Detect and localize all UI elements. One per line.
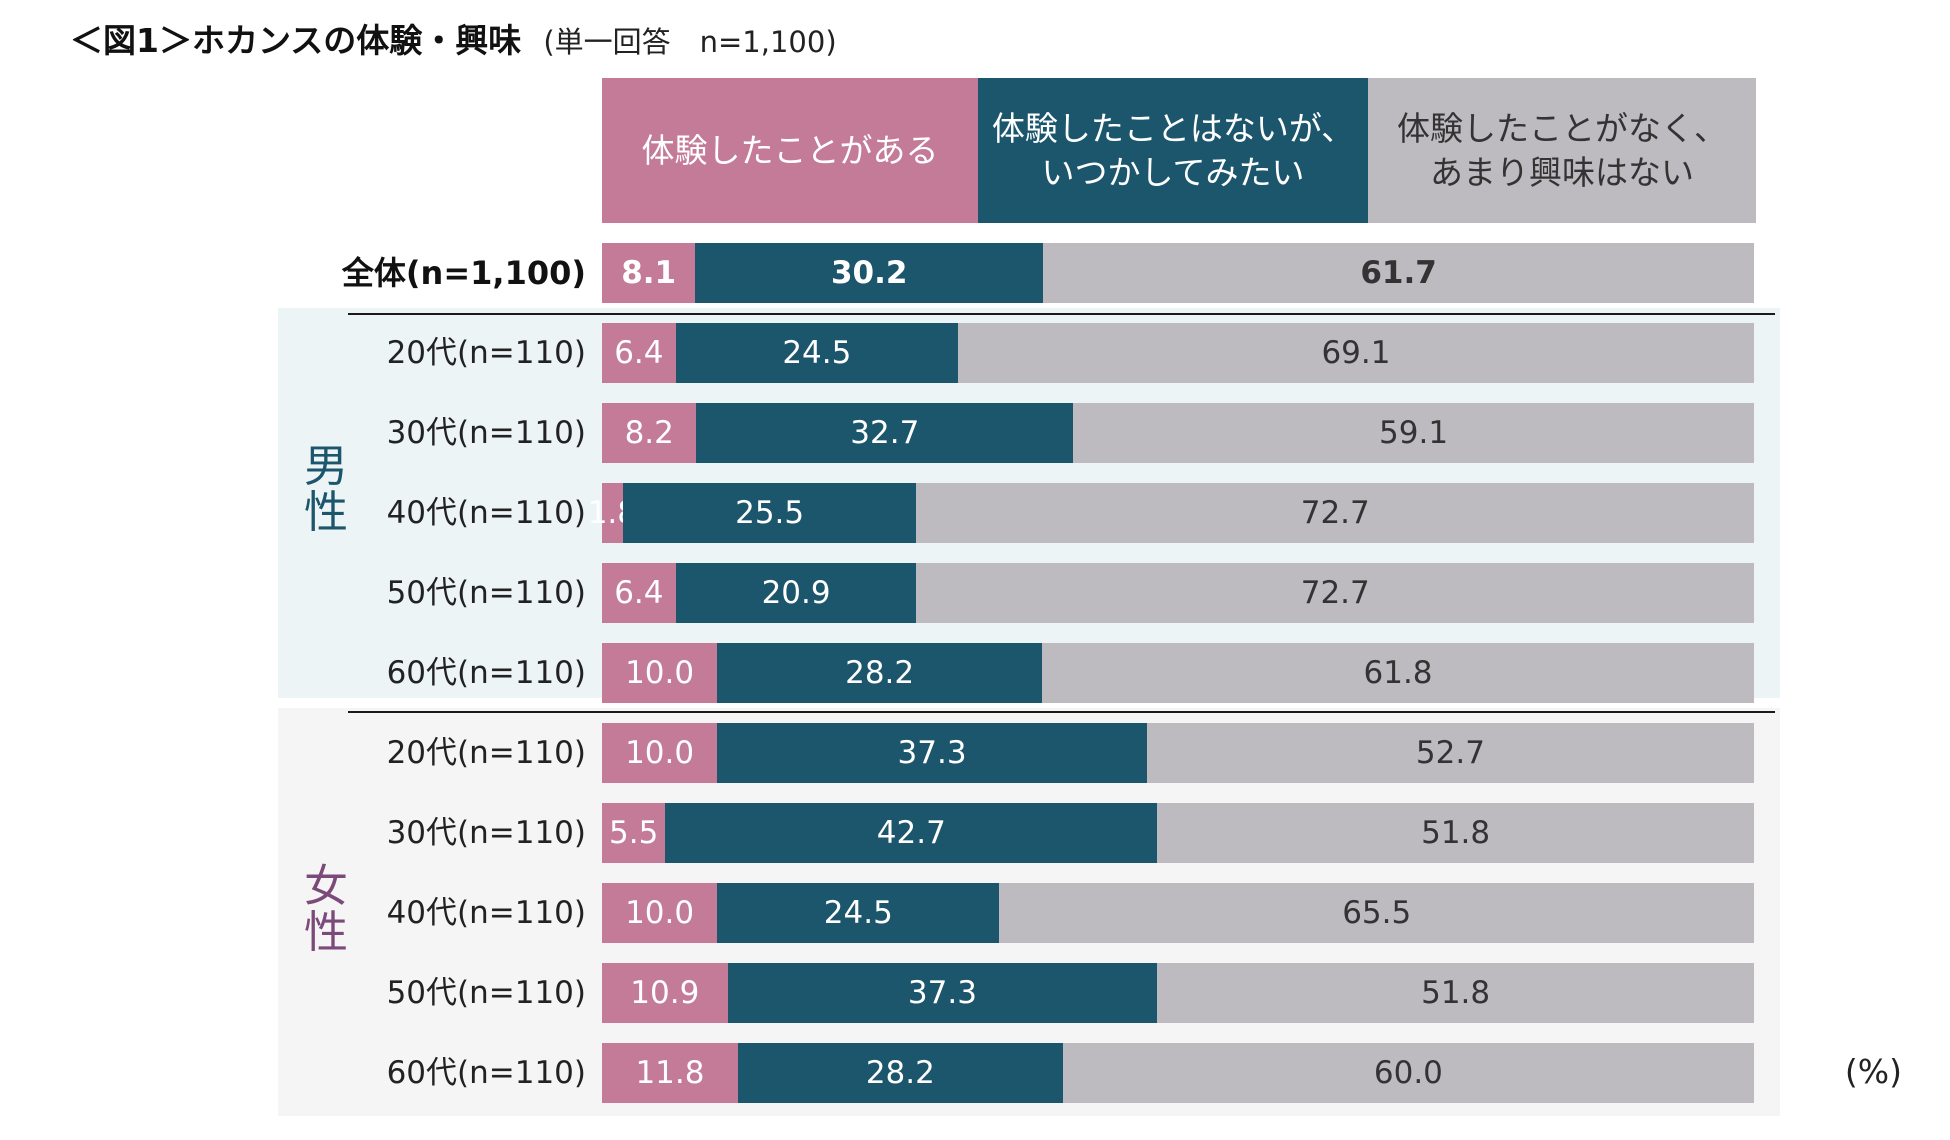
- data-label-not-interested: 65.5: [1342, 895, 1412, 931]
- bar-segment-not-interested: [1062, 1043, 1754, 1103]
- data-label-experienced: 10.0: [625, 895, 695, 931]
- data-label-want-to-try: 28.2: [865, 1055, 935, 1091]
- legend-want-to-try-line-2: いつかしてみたい: [1041, 152, 1305, 192]
- bar-segment-not-interested: [957, 323, 1754, 383]
- bar-segment-not-interested: [1157, 803, 1754, 863]
- bar-segment-want-to-try: [695, 243, 1044, 303]
- legend-want-to-try-line-1: 体験したことはないが、: [991, 108, 1355, 148]
- data-label-not-interested: 51.8: [1421, 975, 1491, 1011]
- bar-segment-not-interested: [1146, 723, 1754, 783]
- bar-segment-not-interested: [1073, 403, 1754, 463]
- row-label: 20代(n=110): [386, 335, 586, 371]
- data-label-want-to-try: 20.9: [761, 575, 831, 611]
- data-label-not-interested: 52.7: [1415, 735, 1485, 771]
- row-label: 60代(n=110): [386, 655, 586, 691]
- bar-segment-experienced: [602, 403, 697, 463]
- data-label-want-to-try: 37.3: [907, 975, 977, 1011]
- data-label-experienced: 6.4: [614, 335, 664, 371]
- data-label-want-to-try: 37.3: [897, 735, 967, 771]
- data-label-experienced: 11.8: [635, 1055, 705, 1091]
- bar-segment-want-to-try: [622, 483, 917, 543]
- row-label: 50代(n=110): [386, 975, 586, 1011]
- data-label-want-to-try: 24.5: [823, 895, 893, 931]
- bar-segment-experienced: [602, 803, 666, 863]
- legend-experienced-line-1: 体験したことがある: [641, 130, 939, 170]
- row-label: 60代(n=110): [386, 1055, 586, 1091]
- bar-segment-not-interested: [1157, 963, 1754, 1023]
- row-label: 30代(n=110): [386, 815, 586, 851]
- data-label-want-to-try: 24.5: [782, 335, 852, 371]
- bar-segment-experienced: [602, 643, 718, 703]
- data-label-experienced: 10.9: [630, 975, 700, 1011]
- bar-segment-want-to-try: [675, 563, 917, 623]
- bar-segment-want-to-try: [665, 803, 1158, 863]
- row-label: 30代(n=110): [386, 415, 586, 451]
- bar-segment-not-interested: [1042, 643, 1754, 703]
- data-label-not-interested: 72.7: [1300, 575, 1370, 611]
- bar-segment-experienced: [602, 243, 696, 303]
- row-label: 全体(n=1,100): [341, 254, 586, 292]
- data-label-want-to-try: 28.2: [845, 655, 915, 691]
- data-label-not-interested: 69.1: [1321, 335, 1391, 371]
- bar-segment-experienced: [602, 1043, 738, 1103]
- data-label-not-interested: 61.7: [1360, 255, 1437, 291]
- bar-segment-want-to-try: [696, 403, 1074, 463]
- row-label: 20代(n=110): [386, 735, 586, 771]
- data-label-experienced: 10.0: [625, 735, 695, 771]
- data-label-not-interested: 51.8: [1421, 815, 1491, 851]
- bar-segment-experienced: [602, 963, 728, 1023]
- group-label-female: 女性: [304, 861, 348, 958]
- legend-not-interested: 体験したことがなく、 あまり興味はない: [1368, 78, 1756, 223]
- legend-experienced: 体験したことがある: [602, 78, 978, 223]
- bar-segment-experienced: [602, 563, 676, 623]
- bar-segment-want-to-try: [717, 723, 1147, 783]
- bar-segment-not-interested: [1043, 243, 1754, 303]
- row-label: 40代(n=110): [386, 895, 586, 931]
- data-label-experienced: 8.2: [624, 415, 674, 451]
- data-label-not-interested: 59.1: [1379, 415, 1449, 451]
- bar-segment-experienced: [602, 883, 718, 943]
- bar-segment-want-to-try: [675, 323, 958, 383]
- row-label: 40代(n=110): [386, 495, 586, 531]
- data-label-experienced: 10.0: [625, 655, 695, 691]
- bar-segment-want-to-try: [727, 963, 1158, 1023]
- divider-line: [348, 711, 1775, 713]
- data-label-not-interested: 61.8: [1363, 655, 1433, 691]
- data-label-not-interested: 72.7: [1300, 495, 1370, 531]
- data-label-experienced: 8.1: [621, 255, 677, 291]
- row-label: 50代(n=110): [386, 575, 586, 611]
- legend-want-to-try: 体験したことはないが、 いつかしてみたい: [978, 78, 1368, 223]
- title-text: ＜図1＞ホカンスの体験・興味: [70, 21, 522, 60]
- unit-label: (%): [1844, 1052, 1902, 1091]
- data-label-want-to-try: 30.2: [830, 255, 908, 291]
- bar-segment-not-interested: [999, 883, 1754, 943]
- bar-segment-experienced: [602, 323, 676, 383]
- bar-segment-experienced: [602, 483, 623, 543]
- bar-segment-experienced: [602, 723, 718, 783]
- bar-segment-want-to-try: [717, 883, 1000, 943]
- data-label-want-to-try: 25.5: [735, 495, 805, 531]
- bar-segment-want-to-try: [737, 1043, 1063, 1103]
- data-label-want-to-try: 42.7: [876, 815, 946, 851]
- bar-segment-not-interested: [916, 563, 1754, 623]
- data-label-experienced: 6.4: [614, 575, 664, 611]
- subtitle-text: (単一回答 n=1,100): [543, 25, 837, 59]
- bar-segment-want-to-try: [717, 643, 1043, 703]
- legend-not-interested-line-1: 体験したことがなく、: [1397, 108, 1727, 148]
- data-label-want-to-try: 32.7: [850, 415, 920, 451]
- chart-title: ＜図1＞ホカンスの体験・興味 (単一回答 n=1,100): [70, 14, 837, 62]
- data-label-not-interested: 60.0: [1373, 1055, 1443, 1091]
- divider-line: [348, 313, 1775, 315]
- group-label-male: 男性: [304, 441, 348, 538]
- legend-not-interested-line-2: あまり興味はない: [1430, 152, 1694, 192]
- bar-segment-not-interested: [916, 483, 1754, 543]
- data-label-experienced: 5.5: [609, 815, 659, 851]
